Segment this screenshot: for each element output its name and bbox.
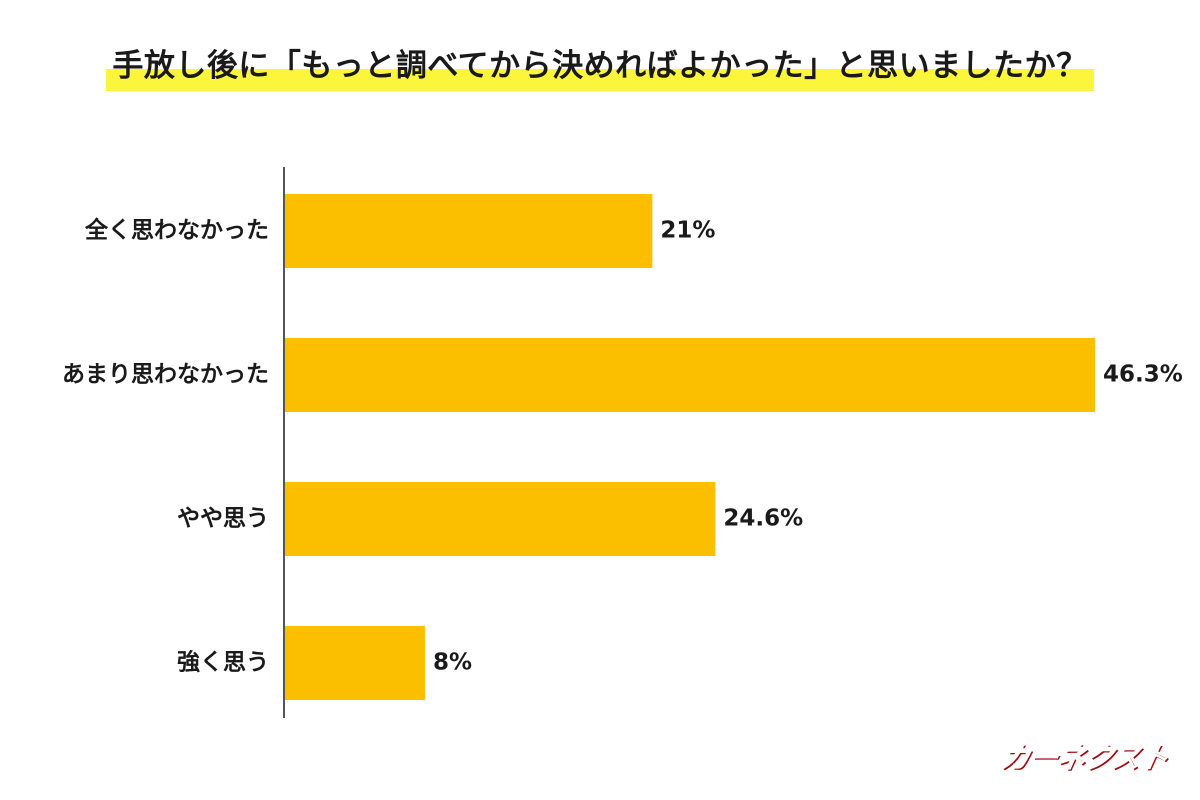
category-label-4: 強く思う xyxy=(177,650,269,676)
brand-logo: カーネクスト xyxy=(996,739,1172,775)
value-label-4: 8% xyxy=(433,650,472,676)
bar-3 xyxy=(285,482,716,556)
bars-layer: 全く思わなかった 21% あまり思わなかった 46.3% やや思う 24.6% 強く思う 8% xyxy=(62,194,1183,700)
title-container: 手放し後に「もっと調べてから決めればよかった」と思いましたか？ xyxy=(0,40,1200,91)
value-label-3: 24.6% xyxy=(723,506,803,532)
bar-1 xyxy=(285,194,653,268)
category-label-2: あまり思わなかった xyxy=(62,362,269,388)
chart-title: 手放し後に「もっと調べてから決めればよかった」と思いましたか？ xyxy=(106,40,1094,91)
bar-4 xyxy=(285,626,425,700)
value-label-1: 21% xyxy=(660,218,715,244)
category-label-1: 全く思わなかった xyxy=(84,217,269,244)
category-label-3: やや思う xyxy=(177,506,269,532)
bar-2 xyxy=(285,338,1095,412)
value-label-2: 46.3% xyxy=(1103,362,1183,388)
